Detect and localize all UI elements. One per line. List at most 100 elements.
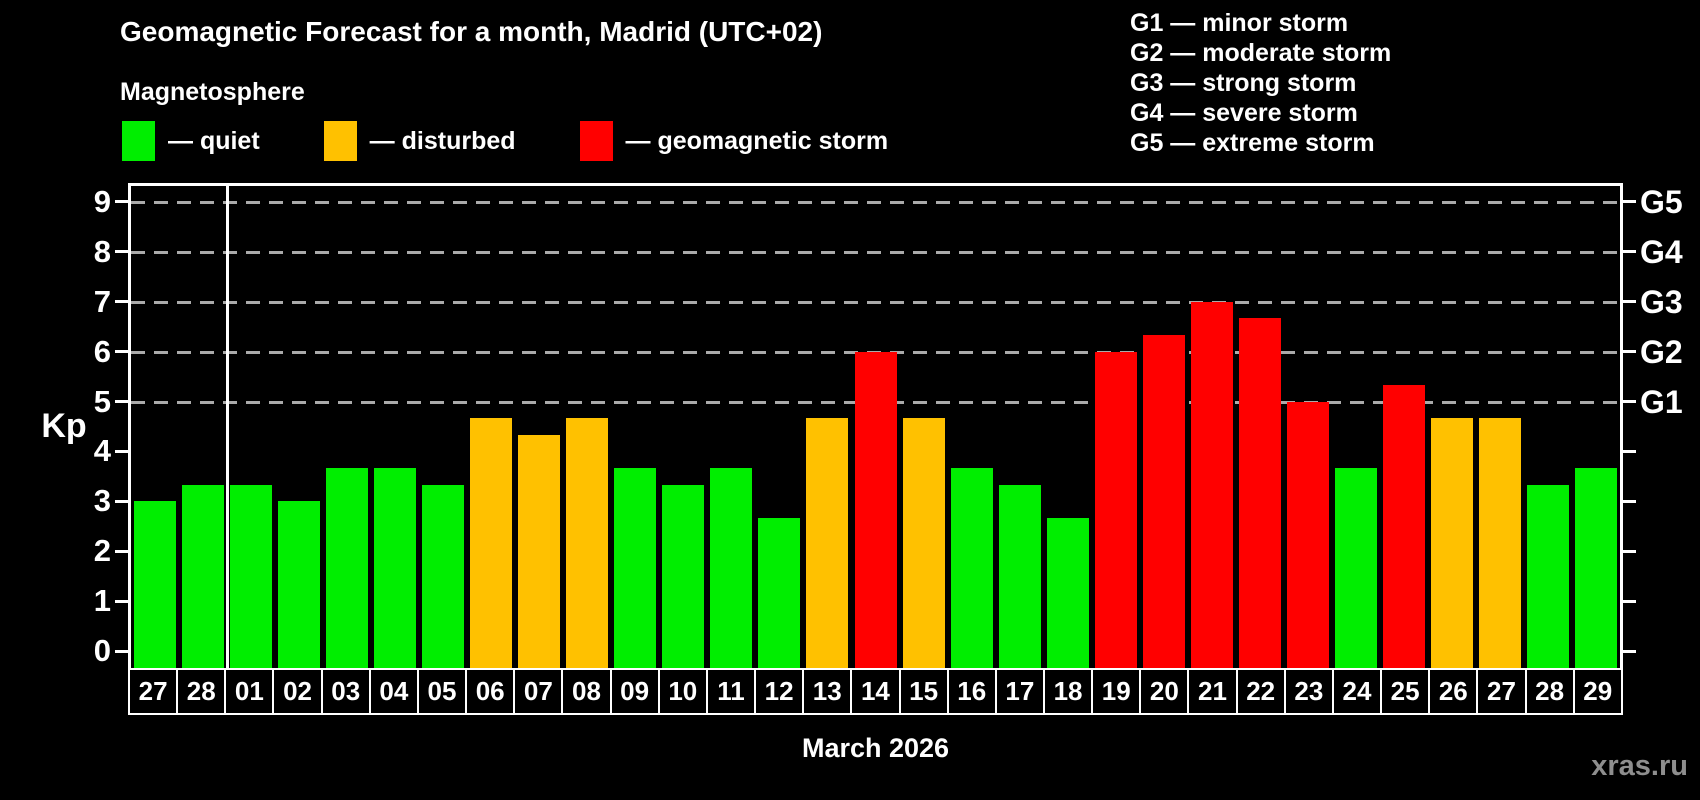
chart-title: Geomagnetic Forecast for a month, Madrid… — [120, 16, 823, 47]
legend-label-disturbed: — disturbed — [369, 126, 516, 155]
day-label-26: 26 — [1430, 670, 1479, 713]
legend-label-storm: — geomagnetic storm — [625, 126, 889, 155]
day-label-08: 08 — [563, 670, 612, 713]
quiet-color-swatch — [122, 121, 155, 161]
bar-day-25 — [1382, 385, 1425, 668]
bar-day-27 — [134, 501, 177, 668]
left-axis-tick-2 — [115, 549, 128, 553]
bar-day-09 — [614, 467, 657, 668]
bar-day-11 — [710, 467, 753, 668]
g-scale-legend-line-3: G3 — strong storm — [1130, 69, 1357, 97]
day-label-23: 23 — [1285, 670, 1334, 713]
day-label-15: 15 — [900, 670, 949, 713]
bar-day-27 — [1478, 417, 1521, 668]
right-axis-tick-2 — [1623, 549, 1636, 553]
day-label-02: 02 — [274, 670, 323, 713]
day-label-01: 01 — [226, 670, 275, 713]
day-label-18: 18 — [1044, 670, 1094, 713]
y-tick-label-9: 9 — [93, 183, 111, 219]
right-axis-tick-7 — [1623, 300, 1636, 304]
bar-day-06 — [470, 417, 513, 668]
right-axis-tick-9 — [1623, 200, 1636, 204]
y-tick-label-3: 3 — [93, 483, 111, 519]
left-axis-tick-0 — [115, 649, 128, 653]
bar-day-24 — [1334, 467, 1377, 668]
day-label-09: 09 — [611, 670, 660, 713]
day-label-10: 10 — [659, 670, 708, 713]
day-label-04: 04 — [370, 670, 419, 713]
left-axis-tick-3 — [115, 499, 128, 503]
day-label-28: 28 — [178, 670, 227, 713]
day-label-25: 25 — [1382, 670, 1431, 713]
x-axis-label: March 2026 — [801, 733, 950, 763]
legend-item-storm: — geomagnetic storm — [579, 121, 889, 161]
y-tick-label-4: 4 — [93, 433, 111, 469]
g-axis-label-G5: G5 — [1640, 183, 1683, 220]
day-label-29: 29 — [1574, 670, 1621, 713]
storm-color-swatch — [579, 121, 613, 161]
bar-day-19 — [1094, 351, 1137, 668]
left-axis-tick-6 — [115, 350, 128, 354]
g-scale-legend-line-4: G4 — severe storm — [1130, 99, 1358, 127]
bar-day-04 — [374, 467, 417, 668]
left-axis-tick-9 — [115, 200, 128, 204]
day-label-11: 11 — [707, 670, 757, 713]
disturbed-color-swatch — [323, 121, 357, 161]
bar-day-21 — [1190, 301, 1233, 668]
day-label-16: 16 — [948, 670, 997, 713]
g-axis-label-G1: G1 — [1640, 383, 1683, 420]
gridline-kp-9 — [131, 200, 1620, 204]
right-axis-tick-0 — [1623, 649, 1636, 653]
bar-day-13 — [806, 417, 849, 668]
bar-day-17 — [998, 484, 1041, 668]
bar-day-12 — [758, 517, 801, 668]
bar-day-28 — [182, 484, 225, 668]
right-axis-tick-8 — [1623, 250, 1636, 254]
bar-day-16 — [950, 467, 993, 668]
g-scale-legend: G1 — minor storm G2 — moderate storm G3 — … — [1130, 8, 1391, 158]
right-axis-tick-1 — [1623, 599, 1636, 603]
bar-day-20 — [1142, 335, 1185, 668]
left-axis-tick-8 — [115, 250, 128, 254]
day-label-06: 06 — [467, 670, 516, 713]
day-label-07: 07 — [515, 670, 564, 713]
bar-day-07 — [518, 434, 561, 668]
x-axis-day-row: 27 28 01 02 03 04 05 06 07 08 09 10 11 12 13 14 15 16 17 18… — [128, 668, 1623, 715]
day-label-19: 19 — [1093, 670, 1142, 713]
bar-day-22 — [1238, 318, 1281, 668]
magnetosphere-label: Magnetosphere — [120, 78, 305, 106]
y-tick-label-7: 7 — [93, 283, 111, 319]
day-label-21: 21 — [1189, 670, 1238, 713]
status-legend: — quiet — disturbed — geomagnetic storm — [122, 121, 888, 161]
y-tick-label-6: 6 — [93, 333, 111, 369]
bar-day-05 — [422, 484, 465, 668]
day-label-28: 28 — [1526, 670, 1575, 713]
right-axis-tick-6 — [1623, 350, 1636, 354]
g-scale-legend-line-5: G5 — extreme storm — [1130, 129, 1375, 157]
y-tick-label-1: 1 — [93, 583, 111, 619]
y-tick-label-0: 0 — [93, 633, 111, 668]
bar-day-15 — [902, 417, 945, 668]
day-label-24: 24 — [1333, 670, 1383, 713]
month-boundary-line — [225, 186, 229, 668]
bar-day-18 — [1046, 517, 1089, 668]
day-label-03: 03 — [322, 670, 371, 713]
left-axis-tick-4 — [115, 449, 128, 453]
day-label-13: 13 — [804, 670, 853, 713]
legend-label-quiet: — quiet — [168, 126, 260, 155]
g-axis-label-G2: G2 — [1640, 333, 1683, 370]
g-axis-label-G4: G4 — [1640, 233, 1683, 270]
bar-day-26 — [1430, 417, 1473, 668]
bar-day-29 — [1574, 467, 1617, 668]
y-axis-label: Kp — [41, 407, 87, 445]
day-label-27: 27 — [1478, 670, 1527, 713]
legend-item-disturbed: — disturbed — [323, 121, 516, 161]
left-axis-tick-1 — [115, 599, 128, 603]
bar-day-08 — [566, 417, 609, 668]
day-label-05: 05 — [418, 670, 468, 713]
legend-item-quiet: — quiet — [122, 121, 260, 161]
day-label-17: 17 — [996, 670, 1045, 713]
right-axis-tick-5 — [1623, 400, 1636, 403]
left-axis-tick-5 — [115, 400, 128, 403]
